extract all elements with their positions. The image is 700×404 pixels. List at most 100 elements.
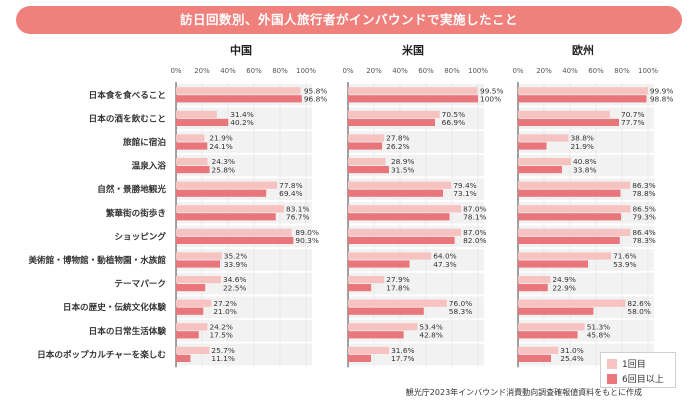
value-label-eu-sixth-5: 79.3%	[632, 213, 655, 222]
bar-us-first-4	[348, 181, 452, 189]
x-tick-cn-2: 40%	[220, 67, 236, 75]
x-tick-us-3: 60%	[418, 67, 434, 75]
value-label-us-sixth-1: 66.9%	[442, 118, 465, 127]
bar-cn-first-0	[176, 87, 301, 95]
bar-eu-sixth-4	[518, 189, 621, 197]
bar-cn-sixth-4	[176, 189, 267, 197]
bar-cn-first-1	[176, 110, 217, 118]
bar-cn-sixth-7	[176, 260, 221, 268]
value-label-eu-sixth-10: 45.8%	[587, 331, 610, 340]
bar-us-sixth-1	[348, 118, 435, 126]
x-tick-us-4: 80%	[444, 67, 460, 75]
value-label-eu-sixth-11: 25.4%	[560, 354, 583, 363]
value-label-eu-sixth-0: 98.8%	[650, 95, 673, 104]
value-label-cn-sixth-2: 24.1%	[209, 142, 232, 151]
bar-eu-first-5	[518, 205, 631, 213]
bar-cn-first-4	[176, 181, 278, 189]
x-tick-eu-2: 40%	[562, 67, 578, 75]
bar-eu-first-11	[518, 346, 559, 354]
bar-eu-sixth-5	[518, 213, 622, 221]
bar-eu-sixth-7	[518, 260, 589, 268]
legend-label-sixth-plus: 6回目以上	[622, 375, 664, 385]
bar-us-sixth-0	[348, 95, 478, 103]
bar-eu-first-0	[518, 87, 648, 95]
value-label-cn-sixth-5: 76.7%	[286, 213, 309, 222]
value-label-us-first-1: 70.5%	[442, 110, 465, 119]
bar-eu-first-1	[518, 110, 610, 118]
chart-legend: 1回目 6回目以上	[600, 352, 676, 388]
category-label-9: 日本の歴史・伝統文化体験	[63, 301, 167, 313]
x-tick-cn-1: 20%	[194, 67, 210, 75]
value-label-cn-sixth-7: 33.9%	[224, 260, 247, 269]
value-label-cn-sixth-3: 25.8%	[212, 165, 235, 174]
bar-us-first-9	[348, 299, 447, 307]
bar-us-sixth-10	[348, 331, 404, 339]
value-label-us-sixth-0: 100%	[480, 95, 501, 104]
x-tick-eu-3: 60%	[588, 67, 604, 75]
value-label-eu-sixth-4: 78.8%	[632, 189, 655, 198]
value-label-eu-first-10: 51.3%	[587, 322, 610, 331]
value-label-eu-sixth-1: 77.7%	[621, 118, 644, 127]
category-label-2: 旅館に宿泊	[123, 136, 166, 148]
value-label-cn-first-11: 25.7%	[211, 346, 234, 355]
category-label-3: 温泉入浴	[132, 160, 167, 172]
row-bg-cn-10	[176, 320, 312, 342]
bar-us-first-0	[348, 87, 478, 95]
value-label-cn-first-3: 24.3%	[212, 157, 235, 166]
category-label-7: 美術館・博物館・動植物園・水族館	[28, 254, 166, 266]
value-label-cn-sixth-11: 11.1%	[211, 354, 234, 363]
value-label-eu-first-11: 31.0%	[560, 346, 583, 355]
value-label-cn-first-10: 24.2%	[209, 322, 232, 331]
value-label-cn-first-2: 21.9%	[209, 134, 232, 143]
bar-us-sixth-3	[348, 166, 389, 174]
bar-cn-sixth-2	[176, 142, 208, 150]
bar-cn-sixth-5	[176, 213, 276, 221]
value-label-eu-first-6: 86.4%	[632, 228, 655, 237]
value-label-cn-sixth-10: 17.5%	[209, 331, 232, 340]
bar-us-first-6	[348, 228, 462, 236]
bar-us-sixth-9	[348, 307, 424, 315]
bar-cn-sixth-6	[176, 236, 294, 244]
bar-eu-first-7	[518, 252, 612, 260]
value-label-us-sixth-2: 26.2%	[386, 142, 409, 151]
value-label-us-sixth-7: 47.3%	[433, 260, 456, 269]
bar-cn-sixth-8	[176, 284, 206, 292]
value-label-cn-sixth-1: 40.2%	[230, 118, 253, 127]
category-label-0: 日本食を食べること	[89, 89, 166, 101]
row-bg-cn-3	[176, 154, 312, 177]
value-label-eu-first-3: 40.8%	[573, 157, 596, 166]
x-tick-cn-3: 60%	[246, 67, 262, 75]
bar-us-first-3	[348, 158, 386, 166]
bar-cn-sixth-10	[176, 331, 199, 339]
value-label-us-sixth-8: 17.8%	[386, 283, 409, 292]
x-tick-eu-1: 20%	[536, 67, 552, 75]
value-label-cn-first-6: 89.0%	[295, 228, 318, 237]
bar-us-sixth-7	[348, 260, 410, 268]
x-tick-cn-4: 80%	[272, 67, 288, 75]
source-note: 観光庁2023年インバウンド消費動向調査確報値資料をもとに作成	[405, 388, 642, 397]
value-label-eu-first-0: 99.9%	[650, 86, 673, 95]
value-label-eu-first-5: 86.5%	[632, 204, 655, 213]
value-label-us-first-4: 79.4%	[453, 181, 476, 190]
legend-label-first-visit: 1回目	[622, 360, 646, 370]
bar-cn-first-9	[176, 299, 212, 307]
value-label-cn-first-1: 31.4%	[230, 110, 253, 119]
x-tick-cn-5: 100%	[296, 67, 316, 75]
bar-cn-sixth-1	[176, 118, 229, 126]
row-bg-eu-8	[518, 272, 654, 295]
bar-cn-first-10	[176, 323, 208, 331]
value-label-cn-first-5: 83.1%	[286, 204, 309, 213]
bar-cn-sixth-9	[176, 307, 204, 315]
category-label-5: 繁華街の街歩き	[105, 207, 166, 219]
bar-eu-first-2	[518, 134, 569, 142]
bar-cn-first-6	[176, 228, 292, 236]
x-tick-us-1: 20%	[366, 67, 382, 75]
value-label-us-sixth-4: 73.1%	[453, 189, 476, 198]
bar-eu-sixth-8	[518, 284, 548, 292]
value-label-eu-first-7: 71.6%	[613, 252, 636, 261]
legend-swatch-first-visit	[607, 358, 617, 369]
bar-us-sixth-2	[348, 142, 383, 150]
x-tick-us-0: 0%	[342, 67, 353, 75]
row-bg-cn-11	[176, 343, 312, 366]
x-tick-eu-5: 100%	[638, 67, 658, 75]
